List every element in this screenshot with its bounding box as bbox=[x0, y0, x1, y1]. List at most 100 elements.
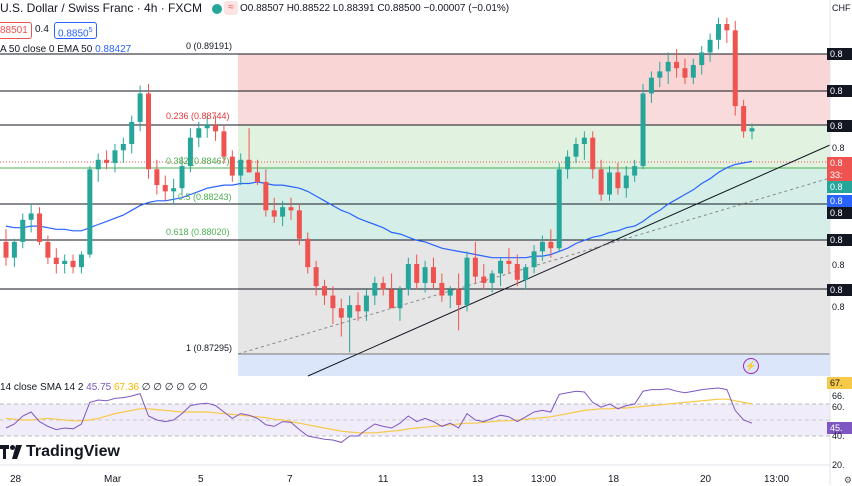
candle bbox=[87, 166, 93, 258]
candle-body bbox=[154, 169, 160, 186]
candle-body bbox=[137, 93, 143, 122]
candle-body bbox=[665, 61, 671, 72]
candle bbox=[363, 289, 369, 321]
candle bbox=[514, 254, 520, 287]
buy-price-pip: 5 bbox=[88, 27, 93, 34]
candle bbox=[280, 200, 286, 227]
price-axis-label: 0.8 bbox=[832, 302, 845, 312]
candle-body bbox=[3, 241, 9, 258]
candle-body bbox=[11, 241, 17, 258]
candle-body bbox=[640, 93, 646, 167]
ema-legend[interactable]: A 50 close 0 EMA 50 0.88427 bbox=[0, 44, 131, 55]
candle bbox=[229, 150, 235, 182]
candle bbox=[145, 84, 151, 179]
fib-label-05: 0.5 (0.88243) bbox=[178, 192, 232, 202]
time-label: 13:00 bbox=[531, 474, 557, 485]
candle-body bbox=[313, 267, 319, 287]
candle bbox=[221, 125, 227, 163]
currency-label[interactable]: CHF bbox=[832, 3, 851, 13]
candle-body bbox=[724, 24, 730, 31]
rsi-legend[interactable]: 14 close SMA 14 2 45.75 67.36 ∅ ∅ ∅ ∅ ∅ … bbox=[0, 382, 208, 393]
symbol-title[interactable]: U.S. Dollar / Swiss Franc · 4h · FXCM bbox=[0, 1, 203, 15]
time-label: 11 bbox=[378, 474, 389, 485]
candle-body bbox=[749, 128, 755, 132]
price-tag-line-1: 0.8 bbox=[827, 85, 852, 97]
candle-body bbox=[548, 241, 554, 249]
candle bbox=[464, 251, 470, 312]
candle bbox=[162, 175, 168, 201]
candle bbox=[573, 137, 579, 163]
candle bbox=[640, 84, 646, 170]
tradingview-logo-icon bbox=[0, 445, 22, 459]
candle-body bbox=[53, 257, 59, 264]
candle bbox=[405, 257, 411, 296]
candle-body bbox=[397, 289, 403, 309]
sell-button[interactable]: 88501 bbox=[0, 22, 32, 39]
candle-body bbox=[414, 264, 420, 283]
candle-body bbox=[556, 169, 562, 249]
candle-body bbox=[330, 295, 336, 309]
candle bbox=[397, 286, 403, 321]
candle bbox=[498, 257, 504, 287]
candle bbox=[171, 178, 177, 204]
candle bbox=[389, 273, 395, 309]
candle bbox=[414, 254, 420, 290]
rsi-sma-legend-value: 67.36 bbox=[113, 382, 140, 393]
candle bbox=[523, 264, 529, 290]
candle bbox=[112, 144, 118, 173]
time-label: 5 bbox=[198, 474, 204, 485]
candle-body bbox=[263, 181, 269, 211]
time-label: 20 bbox=[700, 474, 712, 485]
fib-zone bbox=[238, 204, 830, 240]
candle-body bbox=[615, 172, 621, 189]
rsi-pane bbox=[0, 0, 831, 485]
ema-legend-value: 0.88427 bbox=[95, 44, 132, 55]
rsi-axis-label: 60. bbox=[832, 402, 845, 412]
data-delay-icon[interactable]: ≈ bbox=[224, 1, 238, 15]
candle bbox=[648, 71, 654, 103]
fibonacci-retracement[interactable] bbox=[238, 54, 830, 376]
last-price-tag: 0.8 bbox=[827, 157, 852, 169]
candle-body bbox=[229, 156, 235, 176]
candle bbox=[623, 166, 629, 198]
candle bbox=[120, 137, 126, 163]
candle bbox=[313, 260, 319, 296]
candle bbox=[137, 85, 143, 132]
fib-zone bbox=[238, 354, 830, 376]
candle bbox=[674, 49, 680, 78]
candle-body bbox=[347, 305, 353, 318]
candle-body bbox=[372, 282, 378, 296]
candle-body bbox=[690, 65, 696, 78]
rsi-legend-extra: ∅ ∅ ∅ ∅ ∅ ∅ bbox=[141, 382, 208, 393]
candle-body bbox=[674, 61, 680, 69]
candle bbox=[238, 153, 244, 186]
candle-body bbox=[598, 169, 604, 195]
candle-body bbox=[20, 219, 26, 242]
candle bbox=[615, 162, 621, 195]
candle-body bbox=[573, 144, 579, 157]
candle-body bbox=[338, 308, 344, 318]
candle-body bbox=[70, 260, 76, 268]
candle-body bbox=[590, 137, 596, 170]
candle-body bbox=[380, 282, 386, 290]
fib-label-0: 0 (0.89191) bbox=[186, 41, 233, 51]
candle bbox=[322, 279, 328, 306]
candle-body bbox=[439, 282, 445, 296]
candle bbox=[305, 232, 311, 274]
candle-body bbox=[271, 210, 277, 217]
candle bbox=[154, 159, 160, 195]
buy-button[interactable]: 0.88505 bbox=[54, 22, 97, 39]
rsi-legend-value: 45.75 bbox=[86, 382, 112, 393]
ema-legend-label: A 50 close 0 EMA 50 bbox=[0, 44, 93, 55]
candle-body bbox=[498, 260, 504, 274]
settings-icon[interactable]: ⚙ bbox=[843, 475, 852, 485]
price-tag-fib-05: 0.8 bbox=[827, 207, 852, 219]
candle-body bbox=[104, 159, 110, 163]
candle-body bbox=[732, 30, 738, 107]
lightning-icon[interactable]: ⚡ bbox=[743, 358, 759, 374]
candle bbox=[682, 58, 688, 84]
tradingview-logo[interactable]: TradingView bbox=[0, 442, 120, 462]
candle-body bbox=[187, 137, 193, 167]
candle-body bbox=[246, 159, 252, 173]
